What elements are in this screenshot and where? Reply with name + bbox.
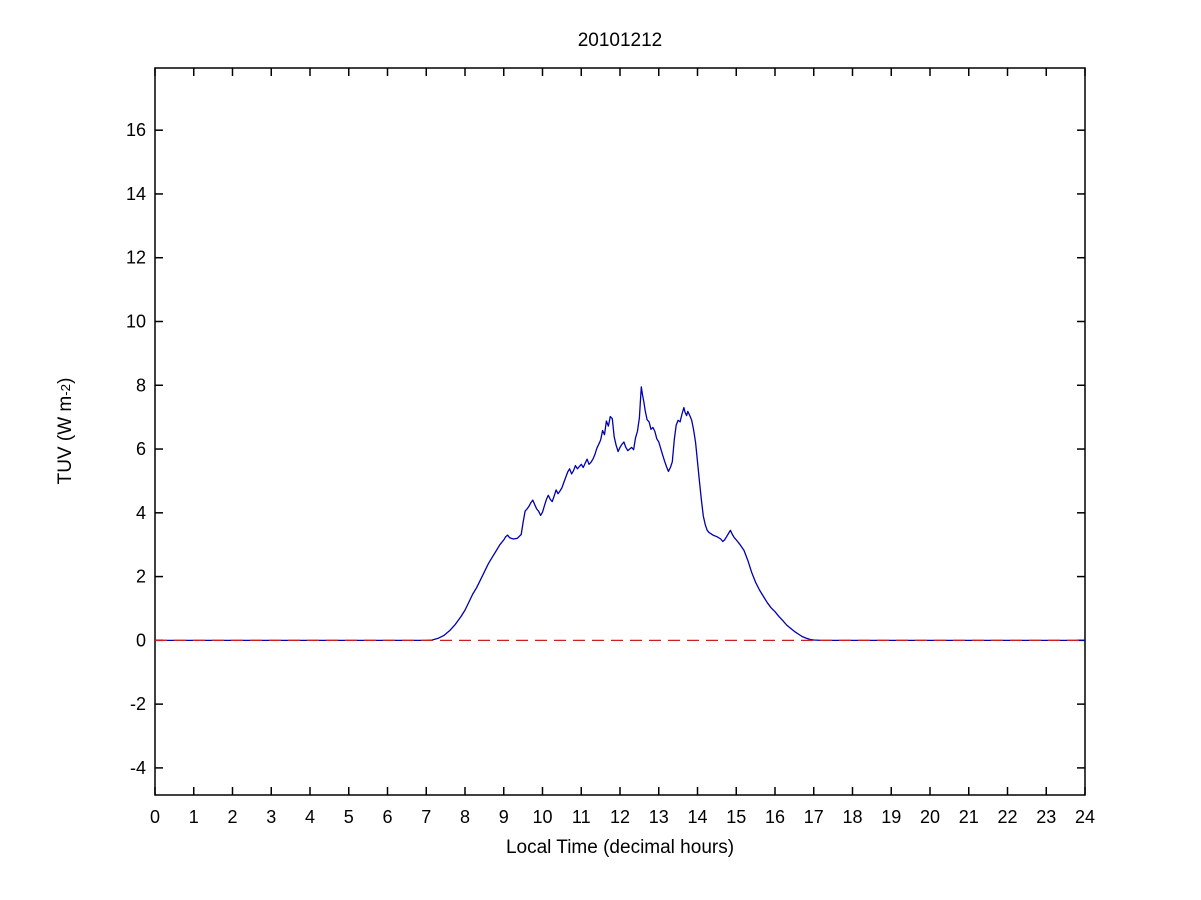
x-tick-label: 23: [1036, 807, 1056, 827]
y-tick-label: 10: [126, 311, 146, 331]
x-tick-label: 10: [532, 807, 552, 827]
x-tick-label: 9: [499, 807, 509, 827]
x-tick-label: 4: [305, 807, 315, 827]
y-tick-label: 6: [136, 439, 146, 459]
y-tick-label: -4: [130, 758, 146, 778]
x-tick-label: 5: [344, 807, 354, 827]
x-tick-label: 2: [227, 807, 237, 827]
x-tick-label: 22: [997, 807, 1017, 827]
y-label-prefix: TUV (W m: [55, 395, 76, 485]
tuv-irradiance-line: [155, 386, 1085, 642]
x-tick-label: 16: [765, 807, 785, 827]
x-tick-label: 3: [266, 807, 276, 827]
x-tick-label: 8: [460, 807, 470, 827]
axis-box: [154, 67, 1086, 796]
y-tick-label: 0: [136, 630, 146, 650]
x-tick-label: 7: [421, 807, 431, 827]
x-tick-label: 15: [726, 807, 746, 827]
x-tick-label: 17: [804, 807, 824, 827]
x-tick-label: 24: [1075, 807, 1095, 827]
x-tick-label: 0: [150, 807, 160, 827]
x-tick-label: 11: [572, 807, 591, 827]
x-tick-label: 20: [920, 807, 940, 827]
x-tick-label: 18: [842, 807, 862, 827]
y-label-suffix: ): [55, 377, 76, 384]
chart-title: 20101212: [577, 30, 663, 51]
x-tick-label: 6: [382, 807, 392, 827]
y-tick-label: 12: [126, 248, 146, 268]
y-tick-label: 16: [126, 120, 146, 140]
y-tick-label: 8: [136, 375, 146, 395]
x-tick-label: 21: [959, 807, 979, 827]
y-tick-label: 14: [126, 184, 146, 204]
x-axis-label: Local Time (decimal hours): [505, 837, 735, 858]
x-tick-label: 14: [687, 807, 707, 827]
y-tick-label: 4: [136, 503, 146, 523]
x-tick-label: 1: [189, 807, 199, 827]
x-tick-label: 12: [610, 807, 630, 827]
x-tick-label: 19: [881, 807, 901, 827]
y-axis-label: TUV (W m -2): [55, 377, 76, 485]
y-tick-label: -2: [130, 694, 146, 714]
y-tick-label: 2: [136, 567, 146, 587]
x-tick-label: 13: [649, 807, 669, 827]
